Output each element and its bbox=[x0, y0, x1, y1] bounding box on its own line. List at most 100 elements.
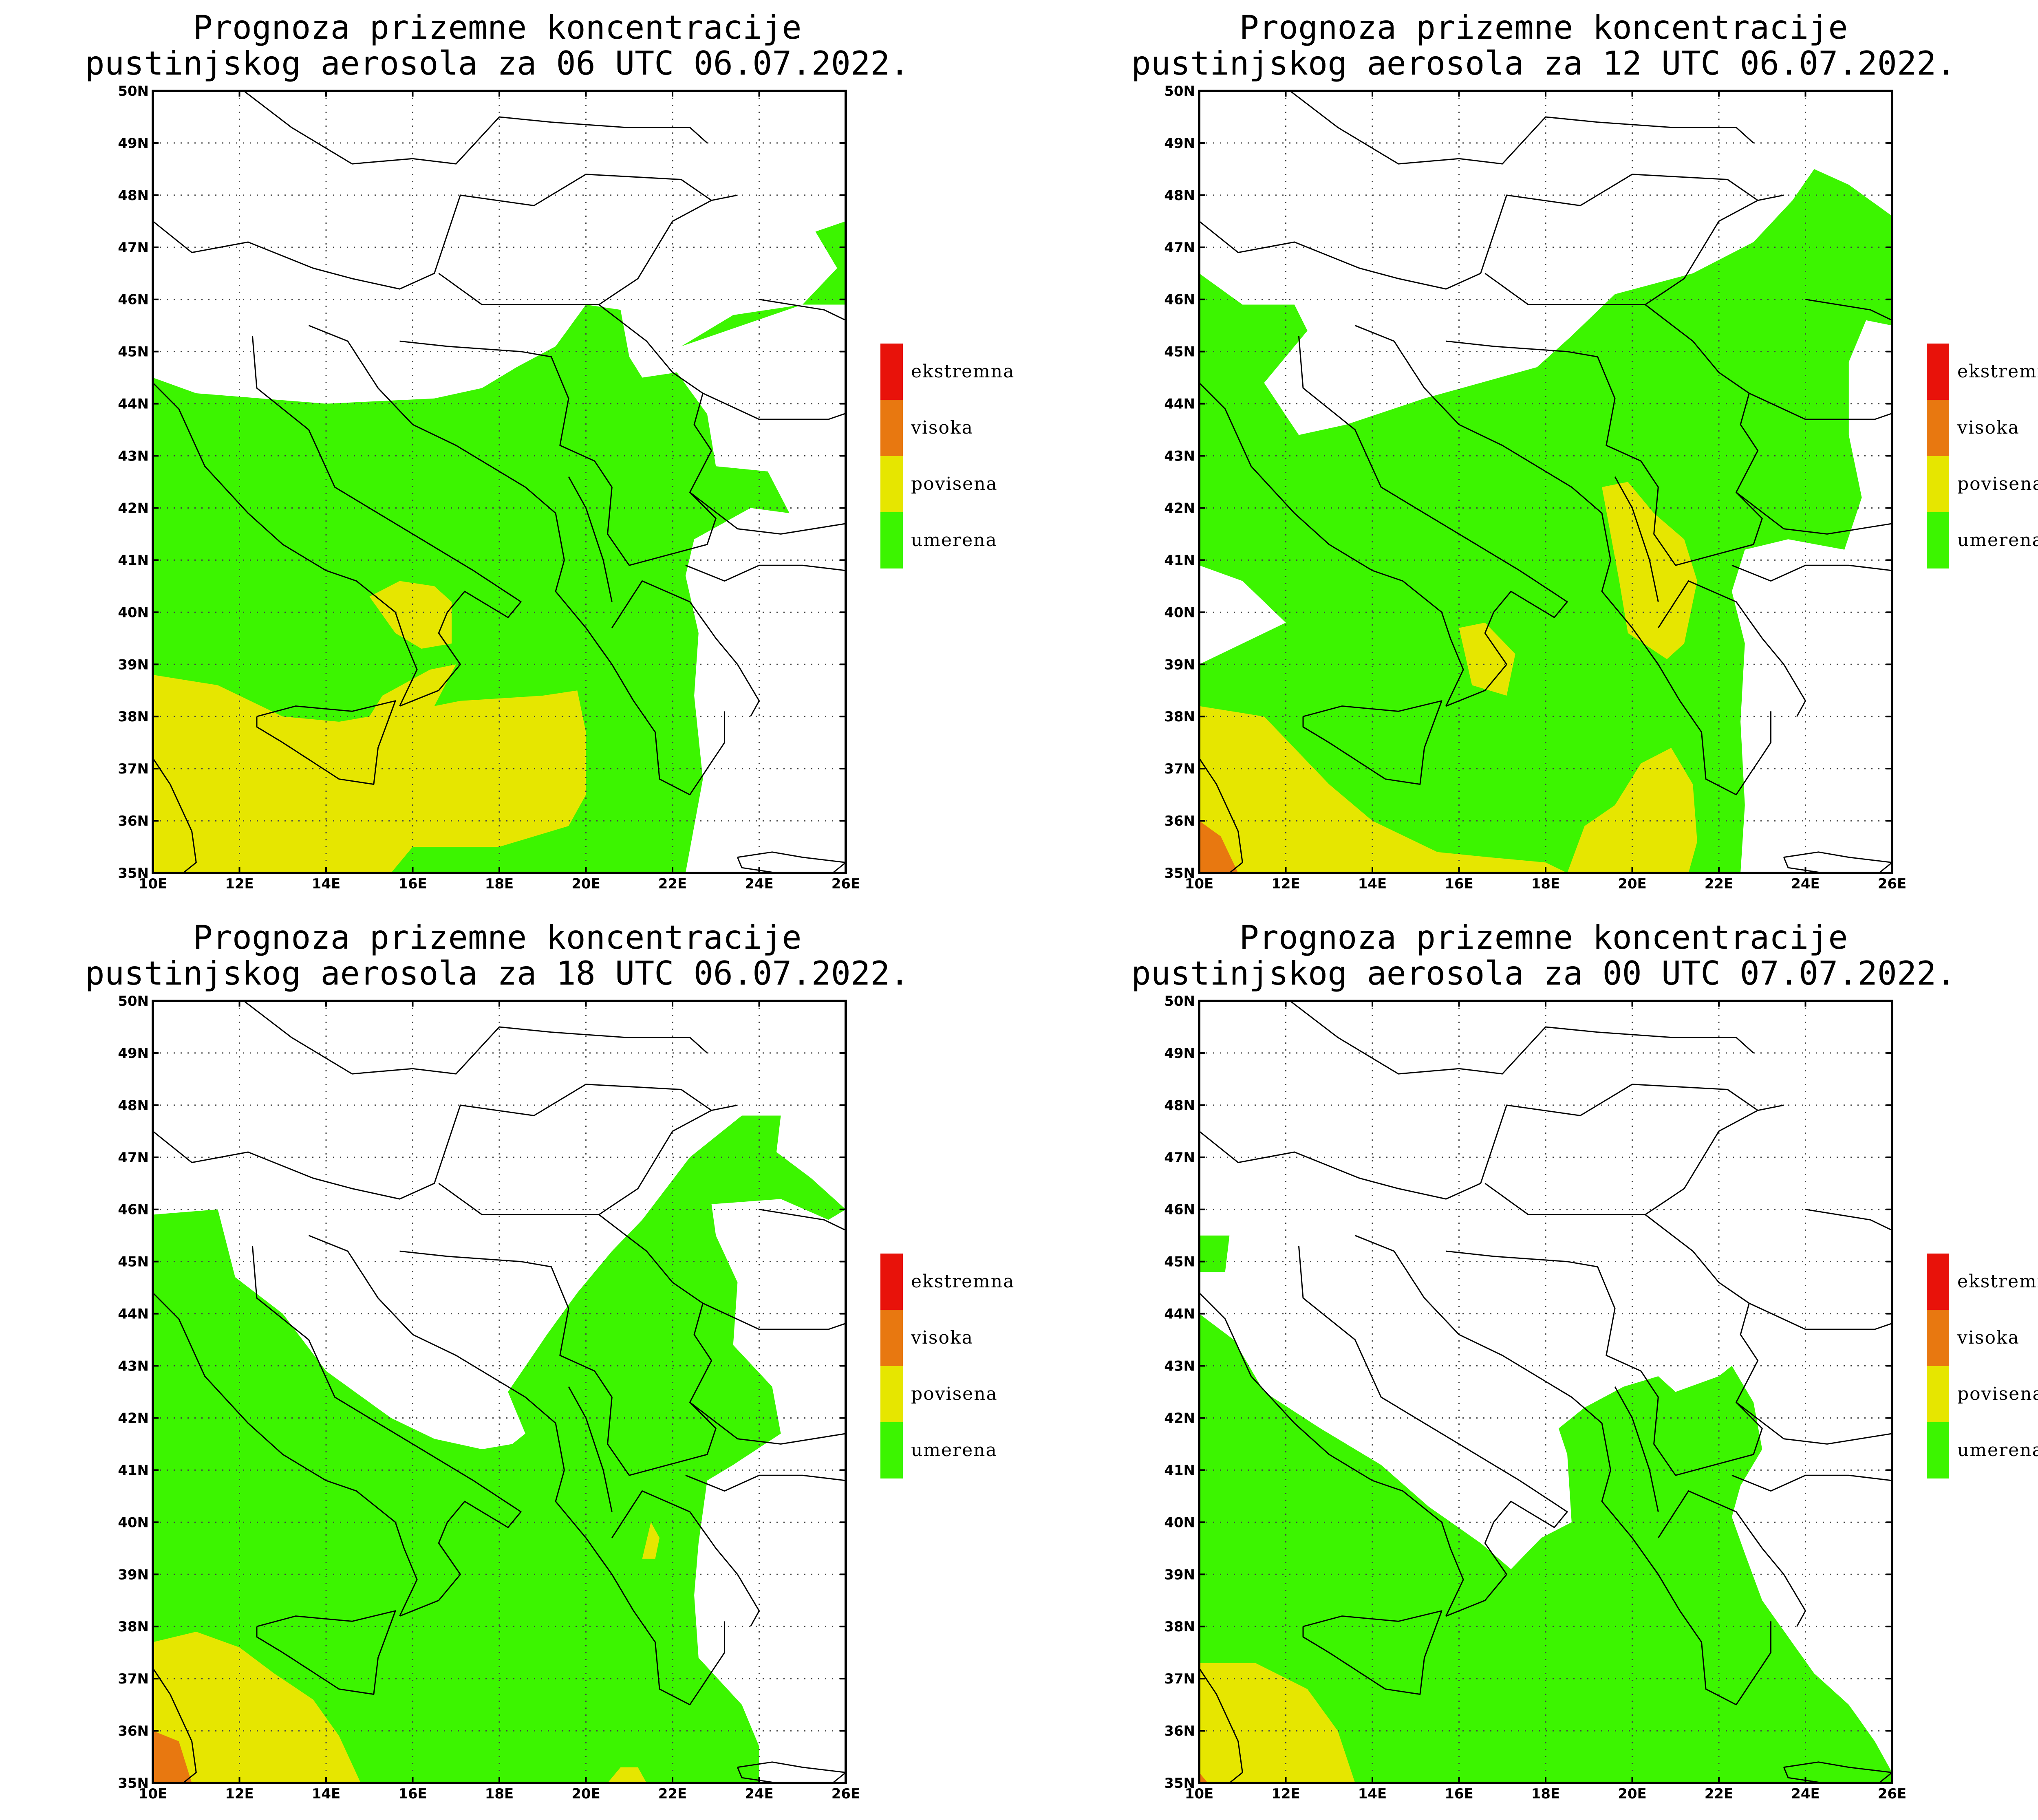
coastline-border bbox=[1446, 1183, 1763, 1476]
lon-label: 18E bbox=[485, 1786, 514, 1802]
lon-label: 20E bbox=[571, 876, 600, 892]
aerosol-field-umerena bbox=[1199, 1235, 1230, 1272]
coastline-border bbox=[1298, 1246, 1568, 1617]
legend-label: umerena bbox=[911, 530, 997, 551]
lon-label: 18E bbox=[1531, 1786, 1560, 1802]
legend-label: povisena bbox=[1957, 474, 2038, 494]
lon-label: 10E bbox=[1185, 876, 1214, 892]
lat-label: 50N bbox=[118, 83, 149, 99]
legend-swatch-umerena bbox=[880, 512, 903, 568]
map-svg: Prognoza prizemne koncentracijepustinjsk… bbox=[85, 919, 1015, 1802]
coastline-border bbox=[1354, 1235, 1771, 1705]
map-title-line1: Prognoza prizemne koncentracije bbox=[1239, 919, 1848, 956]
legend-swatch-visoka bbox=[880, 400, 903, 456]
lat-label: 44N bbox=[118, 1306, 149, 1322]
aerosol-field-visoka bbox=[1199, 821, 1238, 873]
legend-swatch-umerena bbox=[1927, 512, 1949, 568]
legend-swatch-povisena bbox=[880, 1366, 903, 1422]
map-svg: Prognoza prizemne koncentracijepustinjsk… bbox=[85, 9, 1014, 892]
lat-label: 36N bbox=[1164, 1723, 1195, 1739]
lat-label: 44N bbox=[1164, 1306, 1195, 1322]
lat-label: 37N bbox=[118, 761, 149, 777]
map-title-line2: pustinjskog aerosola za 00 UTC 07.07.202… bbox=[1131, 954, 1956, 992]
coastline-border bbox=[1658, 1490, 1806, 1627]
lat-label: 41N bbox=[1164, 1462, 1195, 1478]
coastline-border bbox=[251, 336, 522, 707]
aerosol-field-povisena bbox=[369, 581, 452, 649]
legend-label: umerena bbox=[911, 1440, 997, 1461]
coastline-border bbox=[1783, 851, 1892, 873]
lat-label: 42N bbox=[118, 1410, 149, 1426]
coastline-border bbox=[1199, 1084, 1758, 1200]
map-title-line1: Prognoza prizemne koncentracije bbox=[1239, 9, 1848, 46]
lon-label: 10E bbox=[139, 1786, 168, 1802]
lat-label: 40N bbox=[1164, 1514, 1195, 1531]
coastline-border bbox=[598, 194, 738, 305]
lon-label: 20E bbox=[1618, 1786, 1647, 1802]
coastline-border bbox=[399, 1183, 717, 1476]
lat-label: 48N bbox=[118, 1097, 149, 1114]
aerosol-field-povisena bbox=[1199, 1663, 1355, 1783]
lon-label: 16E bbox=[398, 876, 427, 892]
map-panel-06utc: Prognoza prizemne koncentracije pustinjsk… bbox=[0, 0, 1046, 910]
lat-label: 38N bbox=[1164, 709, 1195, 725]
lon-label: 12E bbox=[225, 876, 254, 892]
lon-label: 14E bbox=[312, 876, 341, 892]
legend-swatch-ekstremna bbox=[880, 1254, 903, 1310]
legend-swatch-ekstremna bbox=[1927, 344, 1949, 400]
lat-label: 42N bbox=[1164, 1410, 1195, 1426]
coastline-border bbox=[153, 174, 712, 290]
coastline-border bbox=[1199, 382, 1464, 707]
legend-label: ekstremna bbox=[911, 1271, 1015, 1292]
lat-label: 45N bbox=[118, 344, 149, 360]
legend-swatch-visoka bbox=[1927, 400, 1949, 456]
map-title-line1: Prognoza prizemne koncentracije bbox=[193, 919, 801, 956]
lat-label: 49N bbox=[118, 1045, 149, 1062]
coastline-border bbox=[1749, 1302, 1892, 1330]
aerosol-field-umerena bbox=[681, 221, 846, 346]
coastline-border bbox=[1354, 325, 1771, 795]
lat-label: 46N bbox=[118, 1202, 149, 1218]
legend-swatch-ekstremna bbox=[880, 344, 903, 400]
lat-label: 35N bbox=[1164, 1775, 1195, 1791]
lon-label: 16E bbox=[1445, 876, 1473, 892]
aerosol-field-povisena bbox=[153, 664, 586, 873]
legend-swatch-povisena bbox=[1927, 1366, 1949, 1422]
lat-label: 35N bbox=[118, 1775, 149, 1791]
legend-swatch-visoka bbox=[1927, 1310, 1949, 1366]
coastline-border bbox=[153, 382, 418, 707]
lat-label: 37N bbox=[1164, 1671, 1195, 1687]
lon-label: 20E bbox=[571, 1786, 600, 1802]
coastline-border bbox=[308, 1235, 725, 1705]
lat-label: 43N bbox=[118, 1358, 149, 1375]
coastline-border bbox=[308, 325, 725, 795]
coastline-border bbox=[1645, 1104, 1784, 1215]
legend-label: visoka bbox=[1957, 417, 2020, 438]
coastline-border bbox=[153, 1668, 197, 1783]
lon-label: 24E bbox=[1791, 876, 1820, 892]
legend-swatch-povisena bbox=[880, 456, 903, 512]
coastline-border bbox=[1749, 392, 1892, 420]
coastline-border bbox=[1658, 580, 1806, 717]
coastline-border bbox=[689, 1401, 846, 1445]
lon-label: 26E bbox=[1878, 1786, 1907, 1802]
coastline-border bbox=[1290, 91, 1754, 165]
lon-label: 14E bbox=[1358, 1786, 1387, 1802]
lon-label: 26E bbox=[832, 876, 860, 892]
coastline-border bbox=[256, 700, 396, 785]
lon-label: 24E bbox=[745, 876, 774, 892]
lat-label: 38N bbox=[118, 1619, 149, 1635]
aerosol-field-povisena bbox=[1567, 748, 1697, 873]
legend-label: ekstremna bbox=[1957, 361, 2038, 382]
lon-label: 26E bbox=[832, 1786, 860, 1802]
coastline-border bbox=[759, 1209, 846, 1231]
lat-label: 35N bbox=[1164, 865, 1195, 881]
lon-label: 16E bbox=[1445, 1786, 1473, 1802]
map-title-line2: pustinjskog aerosola za 18 UTC 06.07.202… bbox=[85, 954, 910, 992]
lat-label: 49N bbox=[118, 135, 149, 152]
lat-label: 36N bbox=[1164, 813, 1195, 829]
lat-label: 38N bbox=[118, 709, 149, 725]
legend-swatch-visoka bbox=[880, 1310, 903, 1366]
lat-label: 48N bbox=[118, 187, 149, 204]
coastline-border bbox=[243, 1001, 708, 1075]
